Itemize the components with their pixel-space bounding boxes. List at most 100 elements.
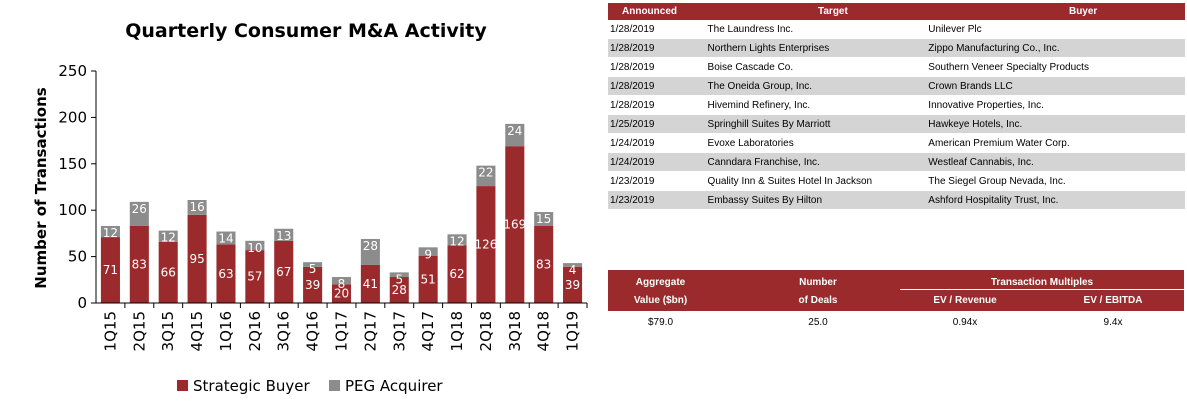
x-tick-label: 4Q18: [535, 311, 553, 351]
data-label-strategic: 95: [189, 252, 204, 266]
aggregate-header-line1: Aggregate: [635, 277, 686, 288]
x-tick-label: 1Q16: [217, 311, 235, 351]
data-label-strategic: 39: [305, 278, 320, 292]
y-tick-label: 50: [68, 248, 87, 266]
table-row: 1/24/2019 Canndara Franchise, Inc. Westlea…: [608, 152, 1185, 172]
table-row: 1/24/2019 Evoxe Laboratories American Prem…: [608, 133, 1185, 153]
deals-header-line1: Number: [799, 277, 837, 288]
x-tick-label: 3Q17: [390, 311, 408, 351]
x-tick-label: 3Q15: [159, 311, 177, 351]
bar-peg: [245, 240, 265, 251]
x-tick-label: 2Q17: [361, 311, 379, 351]
bar-peg: [447, 234, 467, 246]
buyer-cell: Unilever Plc: [926, 20, 1185, 39]
target-cell: The Oneida Group, Inc.: [705, 76, 927, 96]
data-label-peg: 22: [478, 166, 493, 180]
number-of-deals: 25.0: [808, 317, 828, 328]
bar-peg: [187, 199, 207, 215]
data-label-peg: 24: [507, 124, 522, 138]
announced-cell: 1/24/2019: [608, 133, 706, 153]
data-label-strategic: 66: [161, 265, 176, 279]
legend-swatch-peg: [329, 380, 340, 391]
target-cell: The Laundress Inc.: [705, 20, 927, 39]
bar-peg: [100, 225, 120, 238]
buyer-cell: Zippo Manufacturing Co., Inc.: [926, 38, 1185, 58]
bar-strategic: [216, 244, 236, 303]
buyer-cell: Crown Brands LLC: [926, 76, 1185, 96]
target-cell: Embassy Suites By Hilton: [705, 190, 927, 210]
bar-strategic: [129, 225, 149, 303]
aggregate-value: $79.0: [647, 317, 674, 328]
bar-strategic: [331, 284, 352, 303]
data-label-peg: 14: [218, 232, 233, 246]
chart-title: Quarterly Consumer M&A Activity: [125, 20, 487, 42]
target-cell: Northern Lights Enterprises: [705, 38, 927, 58]
legend-label-peg: PEG Acquirer: [345, 377, 443, 395]
multiples-header: Transaction Multiples: [990, 277, 1094, 288]
target-cell: Evoxe Laboratories: [705, 133, 927, 153]
data-label-peg: 16: [189, 200, 204, 214]
m-and-a-chart: Quarterly Consumer M&A Activity Number o…: [32, 20, 588, 395]
bar-strategic: [100, 237, 120, 303]
target-cell: Hivemind Refinery, Inc.: [705, 95, 927, 115]
announced-cell: 1/28/2019: [608, 20, 706, 39]
bar-strategic: [447, 245, 467, 303]
bar-peg: [360, 238, 380, 265]
bar-strategic: [274, 240, 294, 303]
x-tick-label: 1Q15: [101, 311, 119, 351]
data-label-peg: 9: [424, 247, 432, 261]
bar-peg: [331, 277, 352, 285]
y-tick-label: 100: [58, 201, 87, 219]
buyer-cell: American Premium Water Corp.: [926, 133, 1185, 153]
data-label-strategic: 83: [132, 257, 147, 271]
x-tick-label: 1Q19: [564, 311, 582, 351]
data-label-peg: 4: [569, 263, 577, 277]
transaction-summary: Aggregate Value ($bn) Number of Deals Tr…: [608, 270, 1184, 333]
x-tick-label: 2Q18: [477, 311, 495, 351]
announced-cell: 1/23/2019: [608, 190, 706, 210]
bar-strategic: [360, 264, 380, 303]
bar-strategic: [245, 250, 265, 303]
data-label-strategic: 83: [536, 257, 551, 271]
data-label-strategic: 41: [363, 277, 378, 291]
bar-strategic: [563, 266, 583, 303]
bar-strategic: [158, 241, 178, 303]
bar-strategic: [505, 146, 525, 303]
data-label-strategic: 39: [565, 278, 580, 292]
bar-peg: [158, 230, 178, 242]
data-label-peg: 5: [309, 262, 317, 276]
bar-strategic: [389, 277, 409, 303]
table-row: 1/28/2019 The Laundress Inc. Unilever Plc: [608, 20, 1185, 39]
buyer-cell: Innovative Properties, Inc.: [926, 95, 1185, 115]
x-tick-label: 1Q17: [333, 311, 351, 351]
data-label-peg: 5: [395, 272, 403, 286]
target-cell: Springhill Suites By Marriott: [705, 114, 927, 134]
data-label-peg: 15: [536, 212, 551, 226]
buyer-cell: Ashford Hospitality Trust, Inc.: [926, 190, 1185, 210]
ev-revenue-value: 0.94x: [952, 317, 978, 328]
table-row: 1/25/2019 Springhill Suites By Marriott Ha…: [608, 114, 1185, 134]
target-cell: Boise Cascade Co.: [705, 57, 927, 77]
y-tick-label: 0: [77, 294, 87, 312]
ev-revenue-header: EV / Revenue: [933, 295, 997, 306]
announced-cell: 1/28/2019: [608, 76, 706, 96]
summary-values: $79.0 25.0 0.94x 9.4x: [608, 311, 1184, 333]
y-tick-label: 150: [58, 155, 87, 173]
ev-ebitda-value: 9.4x: [1103, 317, 1123, 328]
data-label-strategic: 57: [247, 270, 262, 284]
y-axis-label: Number of Transactions: [32, 87, 50, 288]
header-buyer: Buyer: [926, 3, 1185, 20]
ev-ebitda-header: EV / EBITDA: [1083, 295, 1143, 306]
x-tick-label: 3Q18: [506, 311, 524, 351]
x-tick-label: 1Q18: [448, 311, 466, 351]
table-row: 1/28/2019 The Oneida Group, Inc. Crown Bra…: [608, 76, 1185, 96]
data-label-peg: 8: [338, 277, 346, 291]
legend-swatch-strategic: [177, 380, 188, 391]
table-row: 1/28/2019 Boise Cascade Co. Southern Venee…: [608, 57, 1185, 77]
buyer-cell: Hawkeye Hotels, Inc.: [926, 114, 1185, 134]
bar-strategic: [303, 266, 323, 303]
table-body: 1/28/2019 The Laundress Inc. Unilever Plc 1…: [608, 20, 1185, 210]
bar-peg: [274, 228, 294, 241]
announced-cell: 1/28/2019: [608, 38, 706, 58]
